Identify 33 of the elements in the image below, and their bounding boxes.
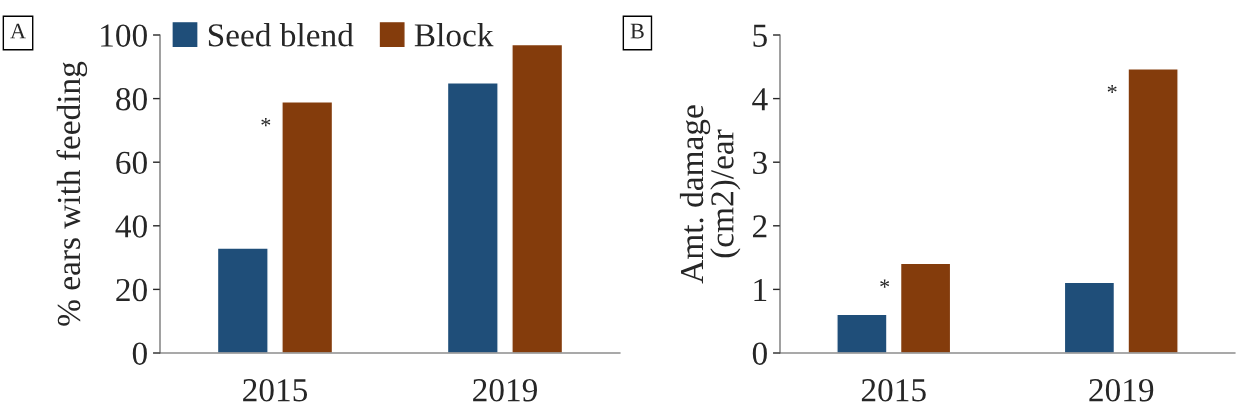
y-tick-label: 0 <box>752 342 767 365</box>
annotation: * <box>261 118 271 127</box>
x-tick-label: 2015 <box>243 378 308 402</box>
y-axis-title: % ears with feeding <box>56 61 88 326</box>
x-tick-label: 2019 <box>1089 378 1154 402</box>
x-tick-label: 2015 <box>861 378 926 402</box>
annotation: * <box>1107 84 1117 94</box>
y-tick-label: 80 <box>116 88 147 111</box>
x-tick-label: 2019 <box>473 378 537 402</box>
bar <box>281 101 334 353</box>
y-tick-label: 20 <box>116 278 147 302</box>
y-tick-label: 3 <box>753 151 767 175</box>
y-tick-label: 100 <box>101 24 147 47</box>
y-tick-label: 4 <box>752 88 768 111</box>
y-tick-label: 2 <box>752 215 767 238</box>
bar <box>511 43 564 353</box>
bar <box>899 262 952 353</box>
bar <box>1063 281 1116 353</box>
annotation: * <box>880 279 890 288</box>
y-tick-label: 40 <box>115 215 147 238</box>
y-tick-label: 0 <box>132 342 147 365</box>
legend-label: Block <box>414 23 494 47</box>
bar <box>446 82 499 353</box>
y-tick-label: 5 <box>753 24 767 47</box>
bar <box>836 313 888 353</box>
legend-label: Seed blend <box>208 23 354 47</box>
text: B <box>630 23 644 39</box>
bar <box>216 247 269 353</box>
y-axis-title: Amt. damage (cm2)/ear <box>679 105 741 284</box>
y-tick-label: 1 <box>754 278 767 301</box>
y-tick-label: 60 <box>116 151 147 175</box>
text: A <box>10 23 26 39</box>
bar <box>1127 68 1179 353</box>
